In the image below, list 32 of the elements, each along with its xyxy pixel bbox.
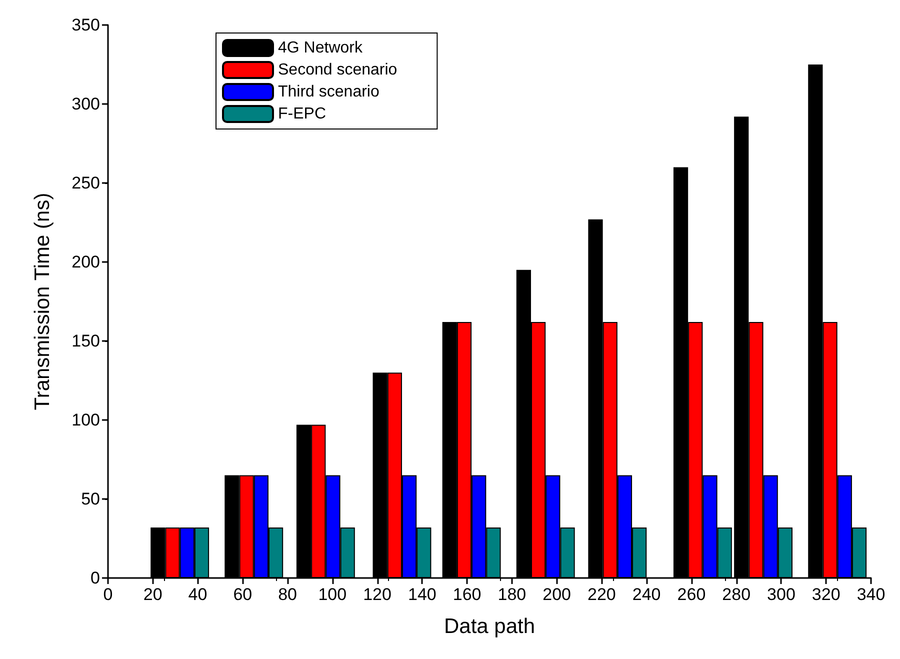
x-tick-label: 180 bbox=[498, 585, 526, 604]
legend-label: Second scenario bbox=[278, 62, 398, 78]
x-tick-label: 120 bbox=[363, 585, 392, 604]
x-tick-label: 220 bbox=[588, 585, 616, 604]
y-tick-label: 300 bbox=[72, 94, 100, 114]
y-tick-label: 350 bbox=[72, 16, 100, 34]
x-tick-label: 140 bbox=[408, 585, 436, 604]
x-tick-label: 320 bbox=[812, 585, 840, 604]
x-tick-label: 60 bbox=[233, 585, 252, 604]
y-tick-label: 200 bbox=[72, 252, 100, 272]
x-tick-label: 100 bbox=[318, 585, 347, 604]
y-axis-title: Transmission Time (ns) bbox=[31, 192, 54, 410]
x-tick-label: 260 bbox=[677, 585, 706, 604]
x-tick-label: 40 bbox=[188, 585, 208, 604]
x-tick-label: 80 bbox=[278, 585, 297, 604]
y-tick-label: 100 bbox=[72, 410, 100, 430]
x-tick-label: 200 bbox=[542, 585, 572, 604]
x-tick-label: 300 bbox=[767, 585, 796, 604]
legend-label: F-EPC bbox=[278, 106, 326, 122]
x-tick-label: 160 bbox=[452, 585, 482, 604]
y-tick-label: 50 bbox=[81, 490, 100, 508]
x-tick-label: 0 bbox=[103, 585, 113, 604]
x-tick-label: 340 bbox=[856, 585, 886, 604]
x-tick-label: 240 bbox=[632, 585, 661, 604]
x-tick-label: 280 bbox=[722, 585, 751, 604]
legend-label: 4G Network bbox=[278, 40, 364, 56]
y-tick-label: 250 bbox=[72, 174, 100, 192]
x-tick-label: 20 bbox=[143, 585, 162, 604]
legend-label: Third scenario bbox=[278, 84, 380, 100]
x-axis-title: Data path bbox=[444, 615, 536, 638]
y-tick-label: 150 bbox=[72, 332, 100, 350]
y-tick-label: 0 bbox=[90, 568, 100, 588]
